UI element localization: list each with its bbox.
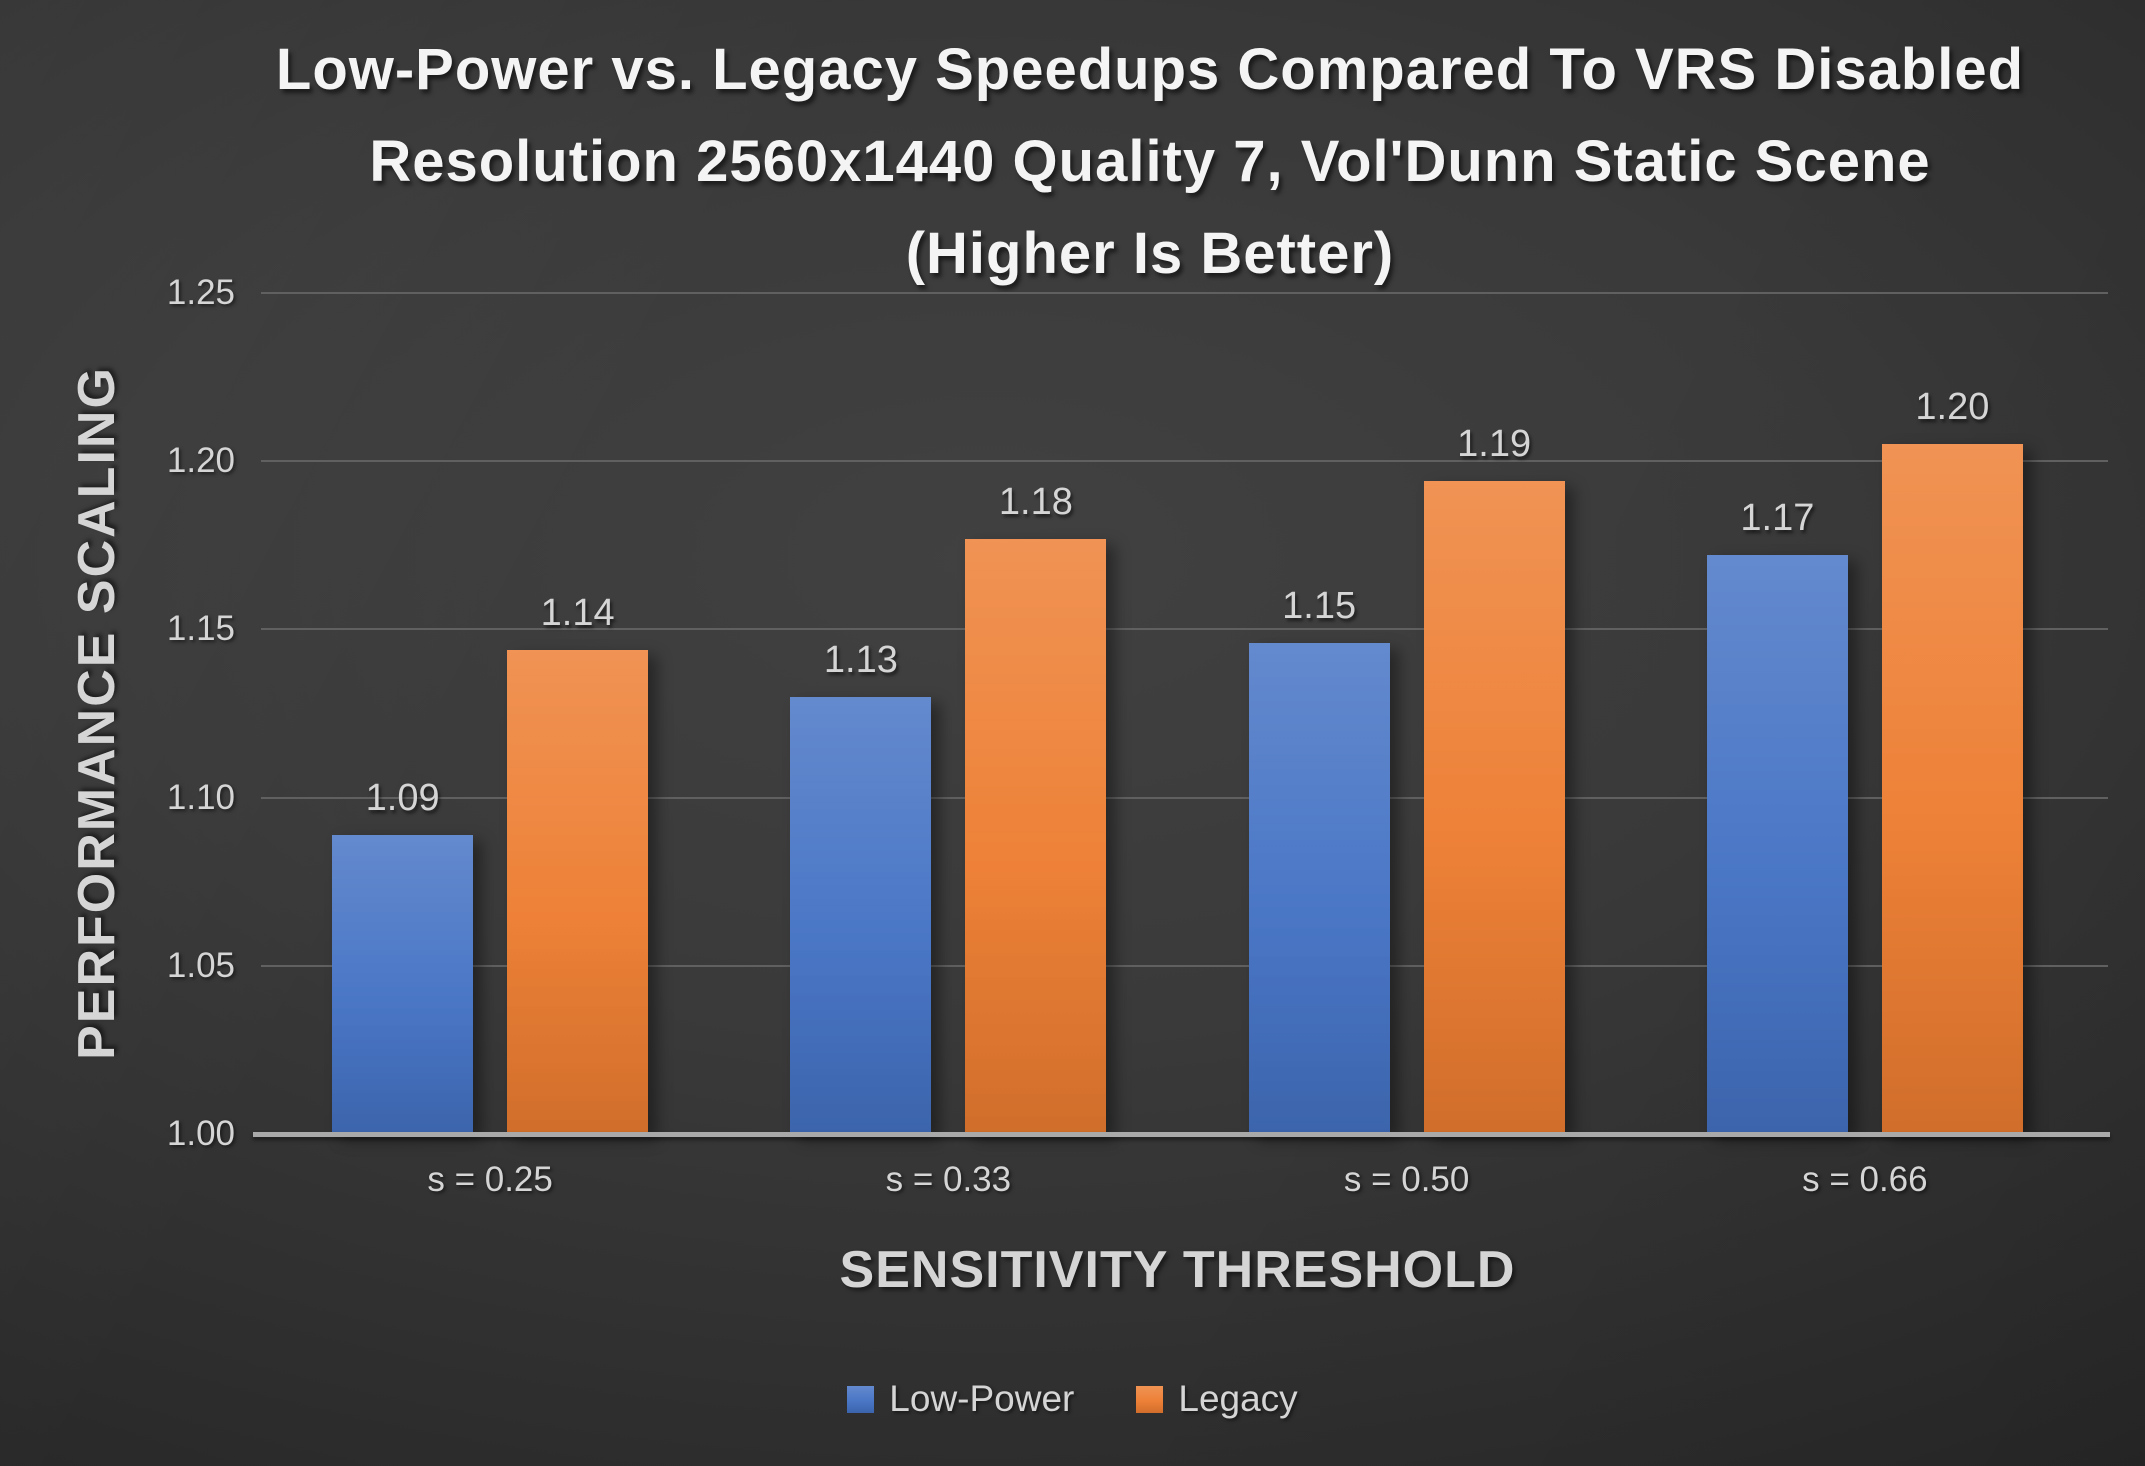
chart-title-line-3: (Higher Is Better) bbox=[905, 221, 1395, 286]
bar-legacy-s-0-50 bbox=[1423, 481, 1565, 1134]
bar-legacy-s-0-25 bbox=[507, 649, 649, 1134]
value-label-low-power-s-0-33: 1.13 bbox=[823, 638, 898, 681]
y-tick-1.10: 1.10 bbox=[166, 777, 235, 817]
gridline-1.05 bbox=[261, 964, 2108, 967]
value-label-legacy-s-0-66: 1.20 bbox=[1915, 386, 1990, 429]
legend-item-low-power: Low-Power bbox=[847, 1378, 1074, 1420]
x-axis-title: SENSITIVITY THRESHOLD bbox=[839, 1241, 1516, 1299]
y-tick-1.20: 1.20 bbox=[166, 441, 235, 481]
bar-low-power-s-0-33 bbox=[790, 696, 932, 1134]
legend-swatch-legacy bbox=[1136, 1385, 1164, 1413]
y-tick-1.15: 1.15 bbox=[166, 609, 235, 649]
value-label-legacy-s-0-33: 1.18 bbox=[998, 480, 1073, 523]
value-label-low-power-s-0-50: 1.15 bbox=[1282, 584, 1357, 627]
y-tick-1.25: 1.25 bbox=[166, 273, 235, 312]
x-category-label-s-0-25: s = 0.25 bbox=[427, 1160, 553, 1199]
y-tick-1.05: 1.05 bbox=[166, 945, 235, 985]
legend-item-legacy: Legacy bbox=[1136, 1378, 1298, 1420]
chart-title: Low-Power vs. Legacy Speedups Compared T… bbox=[155, 24, 2145, 300]
value-label-low-power-s-0-66: 1.17 bbox=[1740, 497, 1815, 540]
bar-low-power-s-0-25 bbox=[332, 834, 474, 1134]
legend-label-legacy: Legacy bbox=[1178, 1378, 1298, 1419]
bar-low-power-s-0-50 bbox=[1248, 642, 1390, 1134]
value-label-low-power-s-0-25: 1.09 bbox=[365, 776, 440, 819]
gridline-1.20 bbox=[261, 460, 2108, 463]
x-category-label-s-0-50: s = 0.50 bbox=[1343, 1160, 1470, 1199]
gridline-1.15 bbox=[261, 628, 2108, 631]
x-category-label-s-0-66: s = 0.66 bbox=[1802, 1160, 1928, 1199]
value-label-legacy-s-0-50: 1.19 bbox=[1457, 423, 1532, 466]
x-axis-line bbox=[253, 1132, 2110, 1137]
legend: Low-Power Legacy bbox=[0, 1378, 2145, 1420]
value-label-legacy-s-0-25: 1.14 bbox=[540, 591, 615, 634]
legend-label-low-power: Low-Power bbox=[889, 1378, 1075, 1419]
bar-legacy-s-0-33 bbox=[965, 538, 1107, 1134]
bar-low-power-s-0-66 bbox=[1706, 555, 1848, 1134]
chart-title-line-2: Resolution 2560x1440 Quality 7, Vol'Dunn… bbox=[369, 129, 1931, 194]
bar-legacy-s-0-66 bbox=[1881, 444, 2023, 1134]
x-category-label-s-0-33: s = 0.33 bbox=[885, 1160, 1012, 1199]
y-tick-1.00: 1.00 bbox=[166, 1114, 235, 1153]
gridline-1.25 bbox=[261, 292, 2108, 294]
gridline-1.10 bbox=[261, 796, 2108, 799]
legend-swatch-low-power bbox=[847, 1385, 875, 1413]
chart-title-line-1: Low-Power vs. Legacy Speedups Compared T… bbox=[275, 37, 2025, 102]
